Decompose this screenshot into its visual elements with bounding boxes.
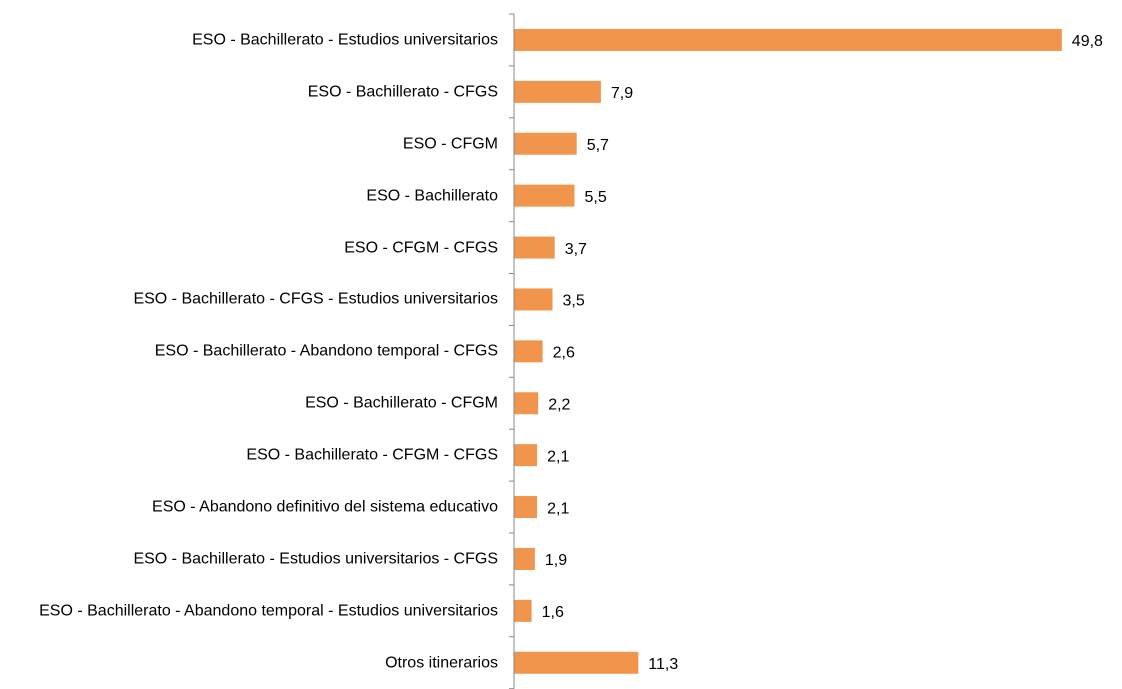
category-label: ESO - Bachillerato - CFGS - Estudios uni… (133, 290, 498, 308)
category-label: ESO - Abandono definitivo del sistema ed… (152, 498, 498, 516)
category-label: ESO - CFGM (402, 135, 498, 153)
value-label: 11,3 (648, 656, 678, 673)
value-label: 3,7 (565, 241, 587, 258)
value-label: 2,6 (553, 345, 575, 362)
value-label: 3,5 (563, 293, 585, 310)
category-label: ESO - Bachillerato - Abandono temporal -… (154, 342, 498, 360)
bar (514, 132, 577, 155)
bar (514, 184, 575, 207)
category-label: ESO - CFGM - CFGS (344, 239, 498, 257)
bar (514, 236, 555, 259)
value-label: 49,8 (1072, 33, 1103, 50)
category-label: Otros itinerarios (385, 654, 498, 672)
bar (514, 392, 539, 415)
value-label: 2,2 (548, 396, 570, 413)
bar (514, 28, 1062, 51)
value-label: 7,9 (611, 85, 633, 102)
category-label: ESO - Bachillerato (366, 187, 498, 205)
value-label: 2,1 (547, 500, 569, 517)
value-label: 2,1 (547, 448, 569, 465)
bar (514, 547, 535, 570)
bar (514, 288, 553, 311)
bar (514, 599, 532, 622)
bar (514, 444, 538, 467)
value-label: 1,6 (542, 604, 564, 621)
value-label: 5,7 (587, 137, 609, 154)
bar (514, 80, 601, 103)
category-label: ESO - Bachillerato - Estudios universita… (192, 31, 498, 49)
value-label: 5,5 (585, 189, 607, 206)
bar (514, 651, 639, 674)
category-label: ESO - Bachillerato - CFGS (307, 83, 498, 101)
bar (514, 496, 538, 519)
value-label: 1,9 (545, 552, 567, 569)
bar (514, 340, 543, 363)
category-label: ESO - Bachillerato - CFGM (305, 394, 498, 412)
category-label: ESO - Bachillerato - CFGM - CFGS (246, 446, 498, 464)
category-label: ESO - Bachillerato - Estudios universita… (133, 550, 498, 568)
category-label: ESO - Bachillerato - Abandono temporal -… (39, 602, 498, 620)
